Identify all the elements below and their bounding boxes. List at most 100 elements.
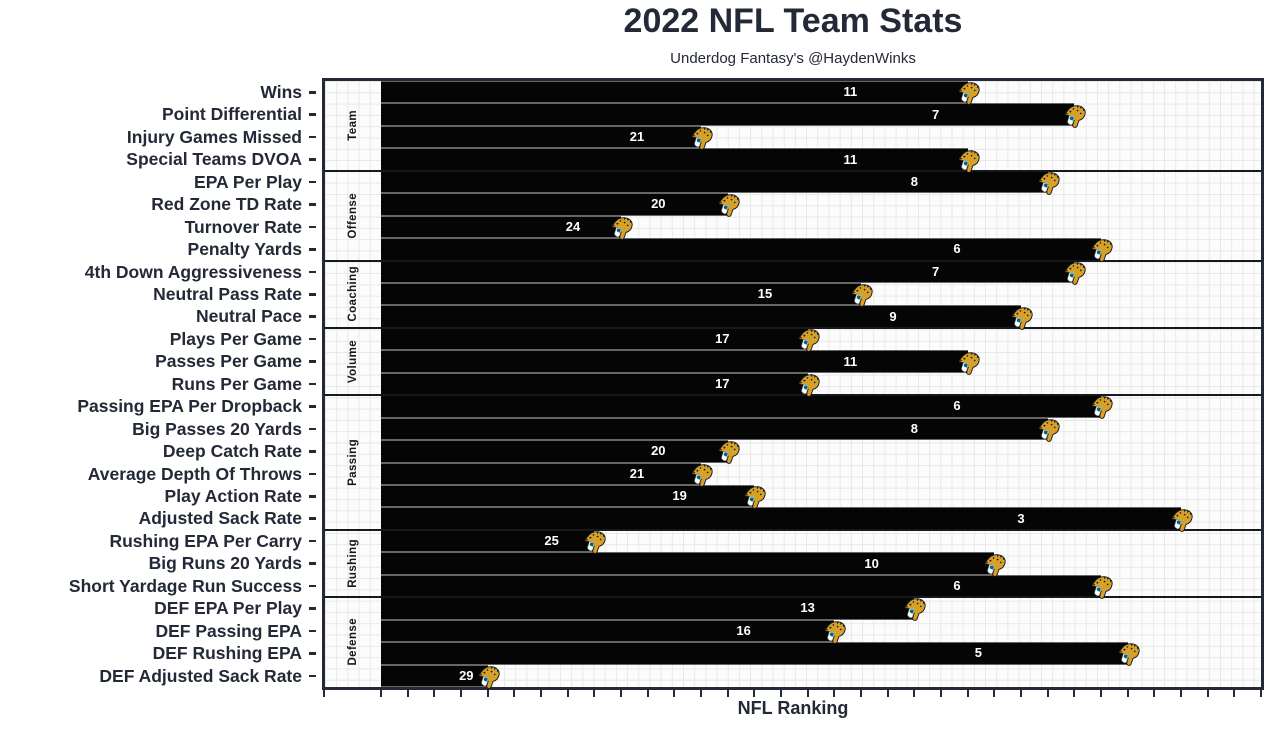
jaguars-logo-icon bbox=[1063, 260, 1088, 285]
y-tick bbox=[309, 225, 316, 229]
y-tick bbox=[309, 607, 316, 610]
jaguars-logo-icon bbox=[583, 530, 608, 555]
bar-value-label: 17 bbox=[715, 331, 730, 347]
y-tick bbox=[309, 270, 316, 274]
group-label-volume: Volume bbox=[325, 328, 381, 395]
y-tick bbox=[309, 180, 316, 184]
category-label: Passes Per Game bbox=[155, 351, 302, 372]
group-separator-line bbox=[325, 259, 1261, 262]
group-label-team: Team bbox=[325, 81, 381, 171]
jaguars-logo-icon bbox=[1090, 395, 1115, 420]
x-tick bbox=[1073, 690, 1076, 697]
y-tick bbox=[309, 405, 316, 408]
category-label: Special Teams DVOA bbox=[126, 149, 302, 170]
group-label-text: Defense bbox=[347, 618, 359, 666]
x-tick bbox=[593, 690, 596, 697]
jaguars-logo-icon bbox=[1063, 103, 1088, 128]
y-tick bbox=[309, 203, 316, 206]
bar-value-label: 17 bbox=[715, 376, 730, 392]
category-label: 4th Down Aggressiveness bbox=[84, 261, 302, 282]
x-tick bbox=[1206, 690, 1209, 697]
x-tick bbox=[860, 690, 862, 697]
bar: 20 bbox=[381, 193, 740, 218]
x-tick bbox=[380, 690, 382, 697]
category-label: Neutral Pace bbox=[195, 306, 302, 327]
bar-value-label: 16 bbox=[736, 623, 751, 639]
y-tick bbox=[309, 315, 316, 318]
x-tick bbox=[566, 690, 569, 697]
x-tick bbox=[460, 690, 462, 697]
bar: 16 bbox=[381, 619, 846, 644]
category-label: EPA Per Play bbox=[194, 171, 302, 192]
bar: 21 bbox=[381, 462, 713, 487]
bar: 15 bbox=[381, 283, 873, 308]
y-axis: Wins Point Differential Injury Games Misse… bbox=[0, 81, 322, 687]
category-label: Point Differential bbox=[161, 104, 302, 125]
y-tick bbox=[309, 293, 316, 296]
bar-value-label: 8 bbox=[910, 421, 918, 437]
bar-value-label: 13 bbox=[800, 600, 815, 616]
bar-value-label: 19 bbox=[672, 488, 687, 504]
chart-title: 2022 NFL Team Stats bbox=[623, 2, 963, 40]
y-tick bbox=[309, 113, 316, 116]
bar: 29 bbox=[381, 664, 500, 689]
bars-area: 11 7 21 11 8 20 24 6 7 15 9 17 11 17 6 8 20 21 19 3 25 10 6 13 1… bbox=[325, 81, 1261, 689]
bar-value-label: 9 bbox=[889, 308, 897, 324]
bar-value-label: 20 bbox=[651, 443, 666, 459]
group-label-text: Team bbox=[347, 110, 359, 142]
bar: 21 bbox=[381, 125, 713, 151]
y-tick bbox=[309, 337, 316, 341]
bar-value-label: 11 bbox=[843, 353, 858, 369]
category-label: Plays Per Game bbox=[169, 328, 302, 349]
bar: 8 bbox=[381, 170, 1060, 195]
x-tick bbox=[726, 690, 729, 697]
x-axis-title: NFL Ranking bbox=[737, 698, 849, 718]
bar-value-label: 10 bbox=[864, 555, 879, 571]
category-label: DEF Adjusted Sack Rate bbox=[99, 665, 302, 686]
category-label: Wins bbox=[260, 82, 302, 102]
category-label: DEF Rushing EPA bbox=[152, 643, 302, 664]
jaguars-logo-icon bbox=[1036, 417, 1061, 442]
x-tick bbox=[1180, 690, 1182, 697]
bar-value-label: 6 bbox=[953, 578, 961, 594]
bar: 9 bbox=[381, 305, 1033, 330]
bar: 6 bbox=[381, 395, 1113, 420]
jaguars-logo-icon bbox=[1010, 305, 1035, 330]
jaguars-logo-icon bbox=[610, 215, 635, 240]
x-tick bbox=[700, 690, 702, 697]
category-label: Adjusted Sack Rate bbox=[138, 508, 302, 529]
bar: 13 bbox=[381, 597, 926, 622]
x-tick bbox=[406, 690, 409, 697]
x-tick bbox=[886, 690, 889, 697]
group-label-text: Offense bbox=[347, 192, 359, 239]
bar-value-label: 21 bbox=[629, 465, 645, 481]
bar: 17 bbox=[381, 327, 820, 353]
category-label: Penalty Yards bbox=[187, 239, 302, 260]
x-tick-corner bbox=[323, 690, 325, 697]
category-label: Play Action Rate bbox=[164, 486, 302, 506]
x-tick bbox=[540, 690, 542, 697]
x-tick bbox=[486, 690, 489, 697]
x-axis bbox=[323, 690, 1265, 699]
category-label: Red Zone TD Rate bbox=[151, 194, 302, 215]
y-tick bbox=[309, 472, 316, 476]
bar-value-label: 21 bbox=[629, 129, 645, 145]
category-label: Short Yardage Run Success bbox=[68, 575, 302, 596]
bar-value-label: 8 bbox=[910, 174, 918, 190]
group-label-text: Rushing bbox=[347, 539, 359, 588]
x-tick bbox=[1046, 690, 1049, 697]
y-tick bbox=[309, 629, 316, 633]
jaguars-logo-icon bbox=[716, 193, 741, 218]
category-label: DEF Passing EPA bbox=[155, 620, 302, 641]
bar: 6 bbox=[381, 574, 1113, 599]
bar: 3 bbox=[381, 507, 1193, 532]
x-tick bbox=[966, 690, 969, 697]
x-tick bbox=[620, 690, 622, 697]
jaguars-logo-icon bbox=[1116, 642, 1141, 667]
bar: 11 bbox=[381, 350, 980, 375]
bar: 7 bbox=[381, 260, 1086, 285]
category-label: Turnover Rate bbox=[184, 216, 302, 237]
y-tick bbox=[309, 450, 316, 453]
jaguars-logo-icon bbox=[796, 372, 821, 397]
group-label-text: Coaching bbox=[347, 266, 359, 322]
